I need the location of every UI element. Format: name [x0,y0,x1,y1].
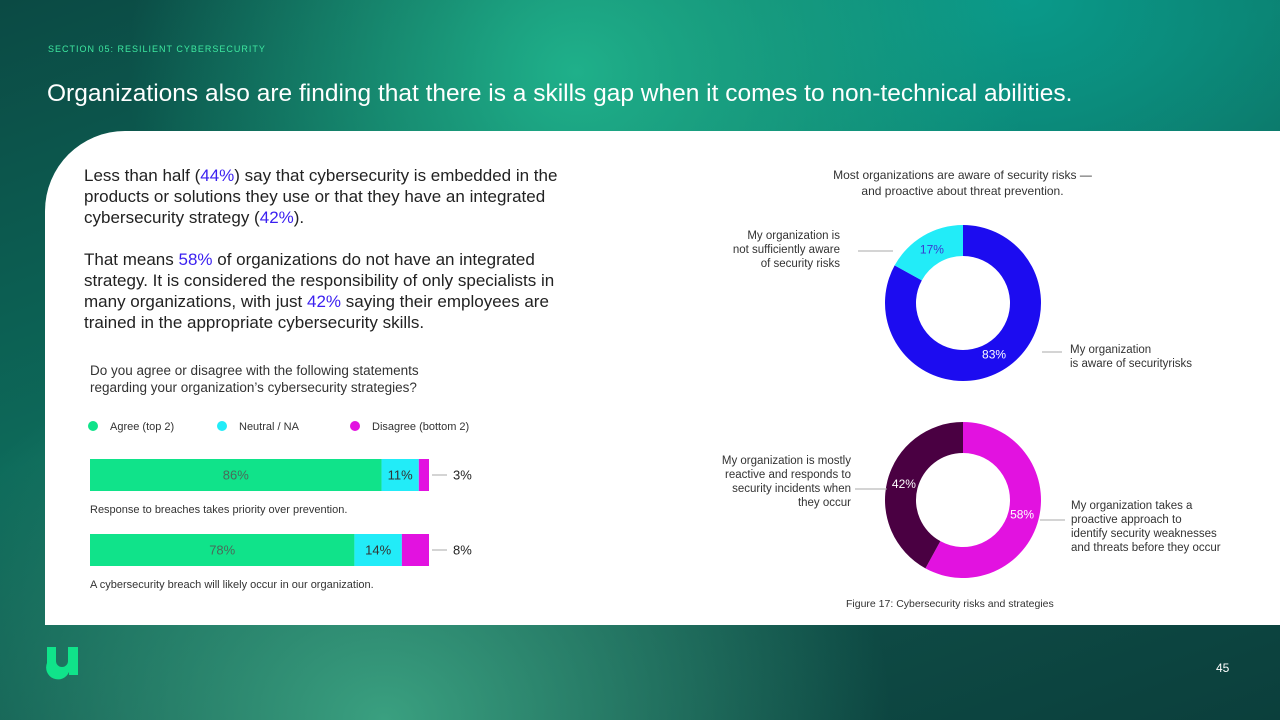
text-run: saying their employees are trained in th… [84,292,549,332]
bar-segment [401,534,429,566]
legend-marker [217,421,227,431]
legend-label: Disagree (bottom 2) [372,421,469,433]
bar-chart-title: Do you agree or disagree with the follow… [90,363,419,395]
text-run: 42% [259,208,294,227]
legend-marker [88,421,98,431]
value-label: 8% [453,542,472,557]
text-run: of organizations do not have an integrat… [84,250,555,311]
legend-label: Agree (top 2) [110,421,174,433]
body-text: Less than half (44%) say that cybersecur… [84,165,599,333]
value-label: 17% [920,243,944,257]
donut-segment [884,225,1041,382]
category-label: My organization is not sufficiently awar… [732,230,840,270]
text-run: That means [84,250,179,269]
donut-segment [894,225,963,281]
figure-caption: Figure 17: Cybersecurity risks and strat… [846,598,1054,610]
bar-segment [381,459,419,491]
text-run: ) say that cybersecurity is embedded in … [84,166,558,227]
legend-marker [350,421,360,431]
value-label: 78% [209,542,235,557]
paragraph: Less than half (44%) say that cybersecur… [84,165,599,228]
category-label: A cybersecurity breach will likely occur… [90,579,374,591]
slide-title: Organizations also are finding that ther… [47,80,1073,107]
text-run: Less than half ( [84,166,201,185]
donut-segment [885,422,963,569]
value-label: 83% [982,348,1006,362]
category-label: My organization is aware of securityrisk… [1070,344,1193,370]
logo [46,647,78,680]
text-run: 58% [178,250,213,269]
text-run: ). [293,208,305,227]
value-label: 3% [453,467,472,482]
value-label: 11% [388,467,413,482]
section-label: SECTION 05: RESILIENT CYBERSECURITY [48,44,266,54]
category-label: Response to breaches takes priority over… [90,504,347,516]
text-run: 42% [307,292,342,311]
value-label: 14% [365,542,391,557]
value-label: 86% [223,467,249,482]
donut-segment [925,422,1041,578]
bar-segment [418,459,429,491]
donut-title: Most organizations are aware of security… [833,168,1092,198]
bar-segment [354,534,402,566]
page-number: 45 [1216,661,1230,675]
value-label: 42% [892,477,916,491]
value-label: 58% [1010,507,1034,521]
category-label: My organization takes a proactive approa… [1071,500,1221,554]
paragraph: That means 58% of organizations do not h… [84,249,599,333]
text-run: 44% [200,166,235,185]
legend-label: Neutral / NA [239,421,300,433]
bar-segment [90,534,355,566]
bar-segment [90,459,382,491]
category-label: My organization is mostly reactive and r… [721,455,851,509]
